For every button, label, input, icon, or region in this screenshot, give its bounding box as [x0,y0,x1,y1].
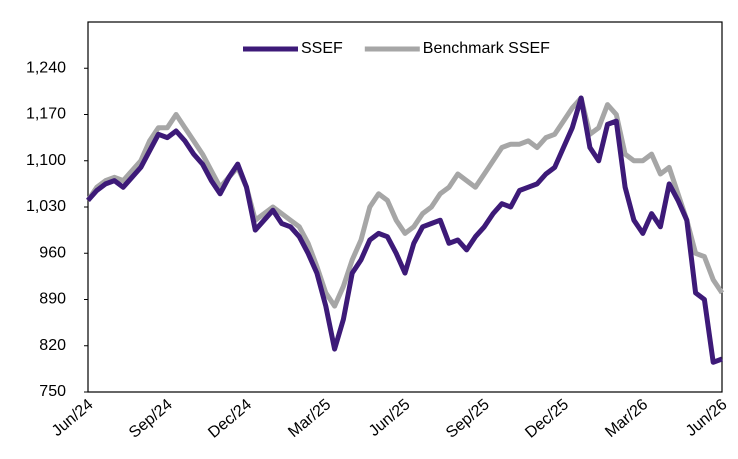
x-tick-label: Mar/26 [602,396,651,441]
legend-label: Benchmark SSEF [423,40,550,57]
series-line [85,95,725,309]
x-tick-label: Jun/25 [366,396,414,440]
y-tick-label: 1,240 [26,59,66,76]
y-tick-label: 820 [39,337,66,354]
legend-label: SSEF [301,40,343,57]
x-tick-label: Sep/25 [443,396,493,442]
y-tick-label: 750 [39,383,66,400]
x-tick-label: Jun/26 [683,396,731,440]
y-tick-label: 960 [39,244,66,261]
y-tick-label: 1,170 [26,106,66,123]
x-tick-label: Sep/24 [126,396,176,442]
x-tick-label: Dec/25 [522,396,572,442]
x-tick-label: Jun/24 [49,396,97,440]
series-line [86,95,723,365]
x-tick-label: Dec/24 [205,396,255,442]
y-tick-label: 890 [39,291,66,308]
y-tick-label: 1,030 [26,198,66,215]
x-tick-label: Mar/25 [285,396,334,441]
plot-frame [87,21,723,393]
y-tick-label: 1,100 [26,152,66,169]
